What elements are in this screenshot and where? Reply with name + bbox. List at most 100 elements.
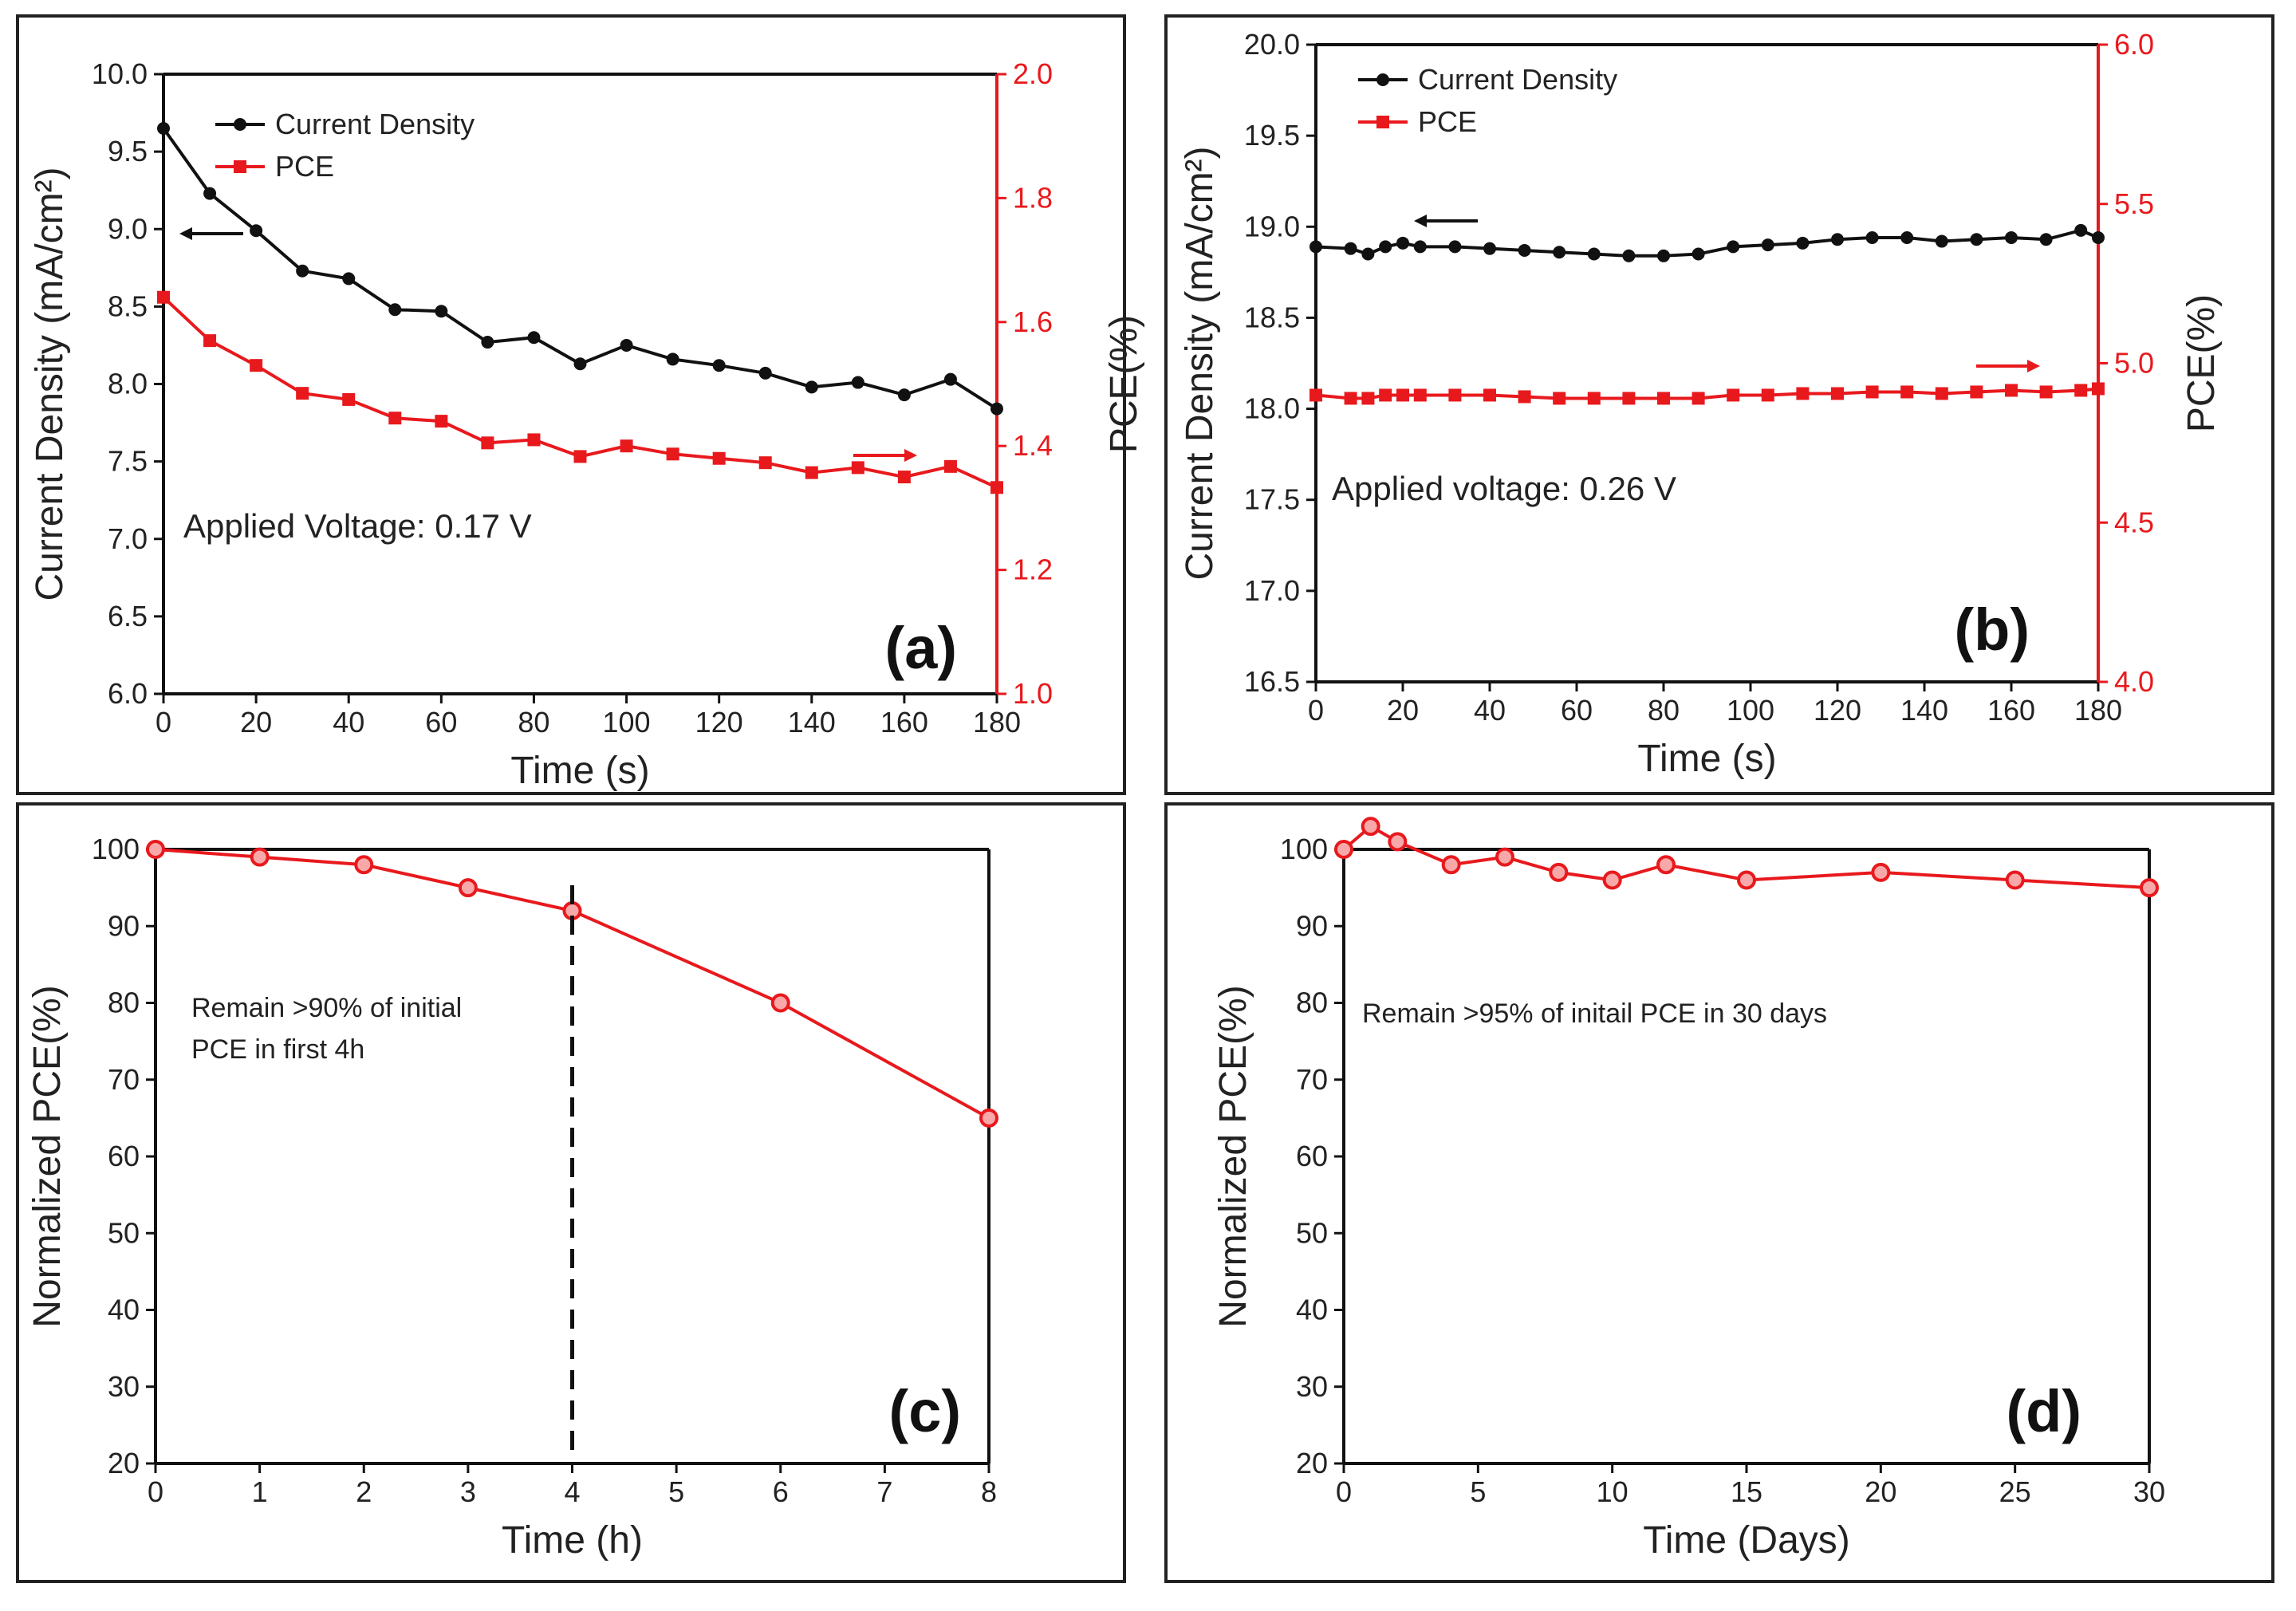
- panel-b: 0 20 40 60 80 100 120 140 160 180 16.5 17.0 17.5 18.0…: [1179, 28, 2223, 780]
- y2-axis-title: PCE(%): [1103, 315, 1145, 453]
- legend-label: PCE: [275, 150, 334, 183]
- data-point-circle: [250, 224, 263, 238]
- panel-a: 0 20 40 60 80 100 120 140 160 180 6.0 6.5 7.0 7.5 8.0 8…: [29, 57, 1145, 792]
- data-point-circle: [1761, 238, 1774, 252]
- y-tick-label: 70: [1296, 1063, 1328, 1096]
- data-point-square: [1691, 392, 1705, 405]
- x-tick-label: 30: [2133, 1475, 2165, 1508]
- data-point-square: [1518, 390, 1531, 404]
- data-point-square: [1413, 388, 1427, 402]
- data-point-circle: [458, 878, 478, 898]
- data-point-circle: [1900, 230, 1914, 244]
- x-tick-label: 3: [460, 1475, 476, 1508]
- y-tick-label: 8.5: [108, 290, 148, 322]
- data-point-circle: [805, 380, 818, 394]
- y2-tick-label: 1.4: [1013, 429, 1053, 462]
- data-point-square: [1831, 387, 1844, 400]
- x-tick-label: 0: [156, 706, 171, 739]
- annotation-text: Remain >95% of initail PCE in 30 days: [1362, 999, 1827, 1029]
- y-axis-title: Normalized PCE(%): [1212, 985, 1254, 1327]
- data-point-square: [1657, 392, 1670, 405]
- data-point-circle: [1379, 240, 1392, 254]
- data-point-circle: [666, 353, 679, 366]
- x-tick-label: 8: [981, 1475, 997, 1508]
- data-point-square: [296, 387, 309, 400]
- x-tick-label: 160: [880, 706, 928, 739]
- data-point-circle: [1518, 243, 1531, 257]
- data-point-square: [1309, 388, 1322, 402]
- data-point-square: [1727, 388, 1740, 402]
- arrow-left-head: [179, 227, 192, 240]
- data-point-square: [1344, 392, 1357, 405]
- data-point-square: [1361, 392, 1375, 405]
- data-point-circle: [1727, 240, 1740, 254]
- x-tick-label: 25: [1999, 1475, 2031, 1508]
- x-tick-label: 60: [1561, 694, 1593, 727]
- y-axis-title: Current Density (mA/cm²): [1179, 146, 1221, 580]
- data-point-square: [1379, 388, 1392, 402]
- y-tick-label: 19.0: [1244, 210, 1300, 242]
- data-point-circle: [1396, 236, 1409, 250]
- data-point-circle: [1441, 855, 1461, 875]
- data-point-circle: [1865, 230, 1879, 244]
- data-point-square: [481, 436, 494, 450]
- data-point-circle: [2039, 233, 2053, 246]
- x-tick-label: 20: [1387, 694, 1419, 727]
- data-point-square: [1622, 392, 1636, 405]
- data-point-circle: [2092, 230, 2105, 244]
- data-point-circle: [481, 336, 494, 349]
- data-point-circle: [527, 331, 541, 345]
- data-point-circle: [1691, 247, 1705, 261]
- x-tick-label: 40: [1474, 694, 1506, 727]
- x-tick-label: 5: [1470, 1475, 1486, 1508]
- data-point-square: [250, 359, 263, 372]
- y-tick-label: 70: [108, 1063, 140, 1096]
- y2-tick-label: 5.5: [2114, 187, 2154, 220]
- legend-label: Current Density: [1418, 63, 1617, 96]
- panel-label: (c): [889, 1378, 961, 1444]
- y-tick-label: 30: [1296, 1370, 1328, 1403]
- data-point-circle: [1495, 847, 1514, 867]
- y-tick-label: 20: [1296, 1447, 1328, 1479]
- y2-tick-label: 4.0: [2114, 665, 2154, 698]
- data-point-circle: [1871, 862, 1891, 882]
- y2-tick-label: 1.6: [1013, 305, 1053, 338]
- data-point-circle: [388, 303, 402, 317]
- data-point-square: [1483, 388, 1496, 402]
- y2-tick-label: 6.0: [2114, 28, 2154, 61]
- data-point-circle: [2005, 870, 2025, 890]
- y-tick-label: 6.0: [108, 677, 148, 710]
- y2-tick-label: 1.8: [1013, 181, 1053, 214]
- panel-c: 0 1 2 3 4 5 6 7 8 20 30 40 50 60 70 80 90 100 Time (h) Norm…: [26, 833, 998, 1562]
- y-tick-label: 60: [108, 1140, 140, 1172]
- x-tick-label: 10: [1597, 1475, 1628, 1508]
- y-tick-label: 20.0: [1244, 28, 1300, 61]
- data-point-circle: [1602, 870, 1622, 890]
- data-point-circle: [1796, 236, 1810, 250]
- data-point-circle: [296, 264, 309, 278]
- x-tick-label: 80: [518, 706, 549, 739]
- y-tick-label: 40: [108, 1294, 140, 1326]
- data-point-circle: [943, 372, 957, 386]
- data-point-circle: [2005, 230, 2018, 244]
- y-axis-title: Current Density (mA/cm²): [29, 167, 71, 601]
- x-tick-label: 100: [603, 706, 651, 739]
- data-point-circle: [157, 121, 170, 135]
- x-tick-label: 180: [973, 706, 1021, 739]
- data-point-circle: [1334, 840, 1353, 859]
- panel-label: (b): [1955, 597, 2030, 663]
- data-point-square: [1396, 388, 1409, 402]
- annotation-text: Applied voltage: 0.26 V: [1332, 470, 1676, 507]
- data-point-circle: [1549, 862, 1569, 882]
- data-point-square: [897, 471, 911, 484]
- y-tick-label: 19.5: [1244, 119, 1300, 152]
- y2-tick-label: 4.5: [2114, 506, 2154, 538]
- y-tick-label: 50: [108, 1216, 140, 1249]
- data-point-circle: [1656, 855, 1676, 875]
- data-point-circle: [1344, 242, 1357, 255]
- x-tick-label: 40: [333, 706, 364, 739]
- y-tick-label: 8.0: [108, 368, 148, 400]
- data-point-circle: [758, 366, 772, 380]
- data-point-circle: [2140, 878, 2159, 898]
- x-tick-label: 140: [1900, 694, 1948, 727]
